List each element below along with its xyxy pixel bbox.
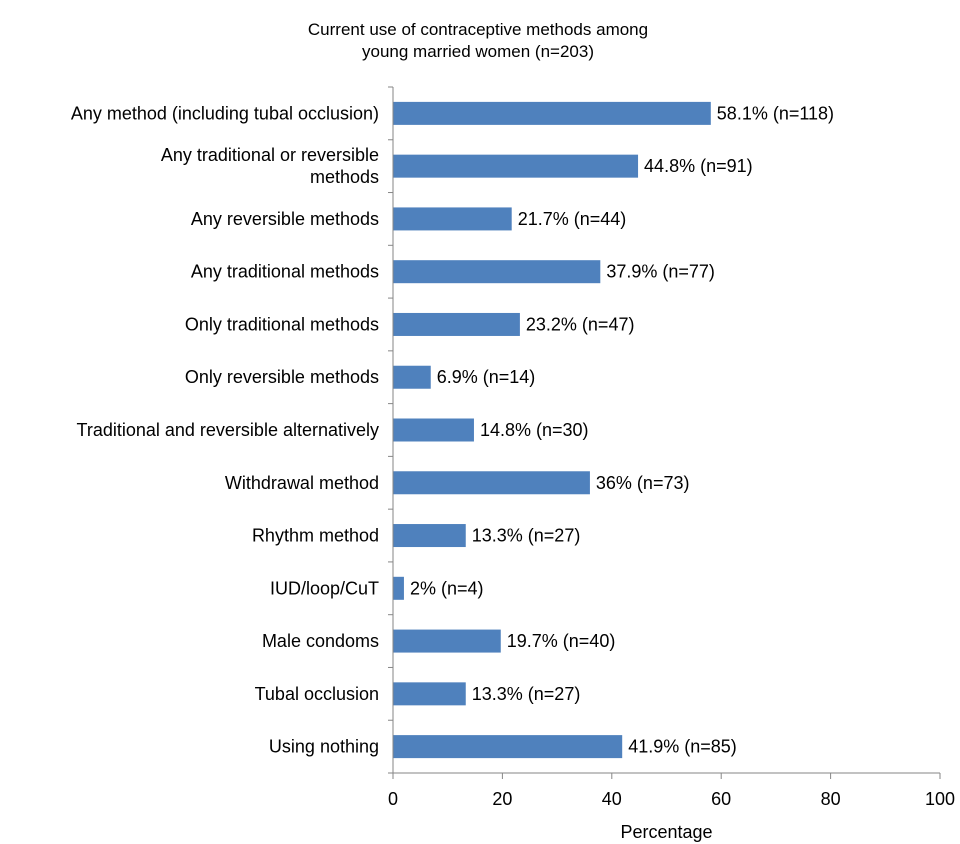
bar xyxy=(393,207,512,231)
data-label: 13.3% (n=27) xyxy=(472,684,581,704)
data-label: 36% (n=73) xyxy=(596,473,690,493)
bar xyxy=(393,629,501,653)
x-tick-label: 80 xyxy=(821,789,841,809)
data-label: 13.3% (n=27) xyxy=(472,526,581,546)
bar xyxy=(393,365,431,389)
bar xyxy=(393,312,520,336)
bar xyxy=(393,418,474,442)
bar xyxy=(393,260,601,284)
category-label: Tubal occlusion xyxy=(255,684,379,704)
category-label: Withdrawal method xyxy=(225,473,379,493)
bar xyxy=(393,154,639,178)
category-label: Any reversible methods xyxy=(191,209,379,229)
x-tick-label: 60 xyxy=(711,789,731,809)
data-label: 19.7% (n=40) xyxy=(507,631,616,651)
bars xyxy=(393,101,711,759)
category-label: IUD/loop/CuT xyxy=(270,578,379,598)
category-label: methods xyxy=(310,167,379,187)
category-labels: Any method (including tubal occlusion) An… xyxy=(71,103,379,756)
bar xyxy=(393,682,466,706)
data-label: 6.9% (n=14) xyxy=(437,367,536,387)
data-label: 37.9% (n=77) xyxy=(606,262,715,282)
x-tick-label: 0 xyxy=(388,789,398,809)
x-tick-label: 100 xyxy=(925,789,955,809)
category-label: Only traditional methods xyxy=(185,314,379,334)
data-labels: 58.1% (n=118) 44.8% (n=91) 21.7% (n=44) 37.… xyxy=(410,103,834,756)
category-label: Rhythm method xyxy=(252,526,379,546)
bar xyxy=(393,101,711,125)
x-axis-ticks: 0 20 40 60 80 100 xyxy=(388,773,955,809)
bar xyxy=(393,471,590,495)
category-label: Any traditional or reversible xyxy=(161,145,379,165)
data-label: 44.8% (n=91) xyxy=(644,156,753,176)
data-label: 23.2% (n=47) xyxy=(526,314,635,334)
x-tick-label: 20 xyxy=(492,789,512,809)
data-label: 14.8% (n=30) xyxy=(480,420,589,440)
x-axis-title: Percentage xyxy=(620,822,712,842)
data-label: 2% (n=4) xyxy=(410,578,484,598)
chart-title-line: Current use of contraceptive methods amo… xyxy=(308,20,648,39)
chart-title: Current use of contraceptive methods amo… xyxy=(308,20,648,61)
bar xyxy=(393,735,623,759)
axes xyxy=(388,86,940,774)
chart-title-line: young married women (n=203) xyxy=(362,42,594,61)
category-label: Male condoms xyxy=(262,631,379,651)
data-label: 41.9% (n=85) xyxy=(628,737,737,757)
category-label: Only reversible methods xyxy=(185,367,379,387)
data-label: 58.1% (n=118) xyxy=(717,103,834,123)
category-label: Any traditional methods xyxy=(191,262,379,282)
category-label: Traditional and reversible alternatively xyxy=(77,420,379,440)
category-label: Any method (including tubal occlusion) xyxy=(71,103,379,123)
bar xyxy=(393,524,466,548)
data-label: 21.7% (n=44) xyxy=(518,209,627,229)
category-label: Using nothing xyxy=(269,737,379,757)
x-tick-label: 40 xyxy=(602,789,622,809)
bar xyxy=(393,576,404,600)
